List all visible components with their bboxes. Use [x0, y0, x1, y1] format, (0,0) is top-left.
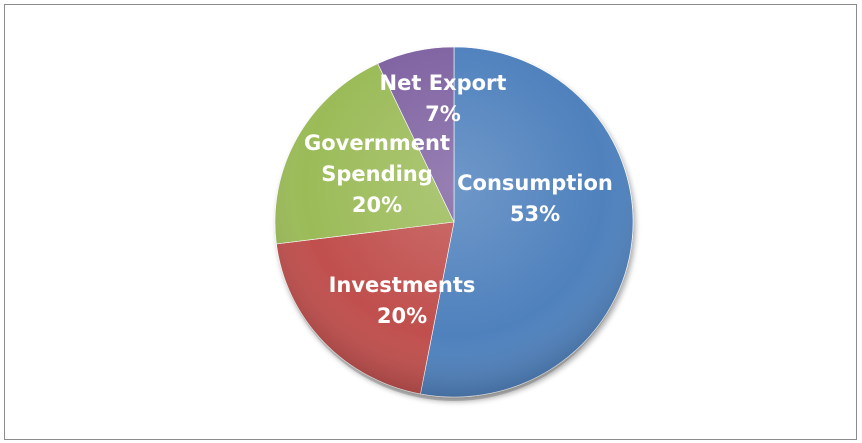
slice-label-investments: Investments 20% — [329, 273, 476, 328]
slice-label-government-spending: Government Spending 20% — [304, 131, 450, 217]
slice-label-net-export: Net Export 7% — [380, 71, 507, 126]
slice-label-consumption: Consumption 53% — [457, 171, 613, 226]
